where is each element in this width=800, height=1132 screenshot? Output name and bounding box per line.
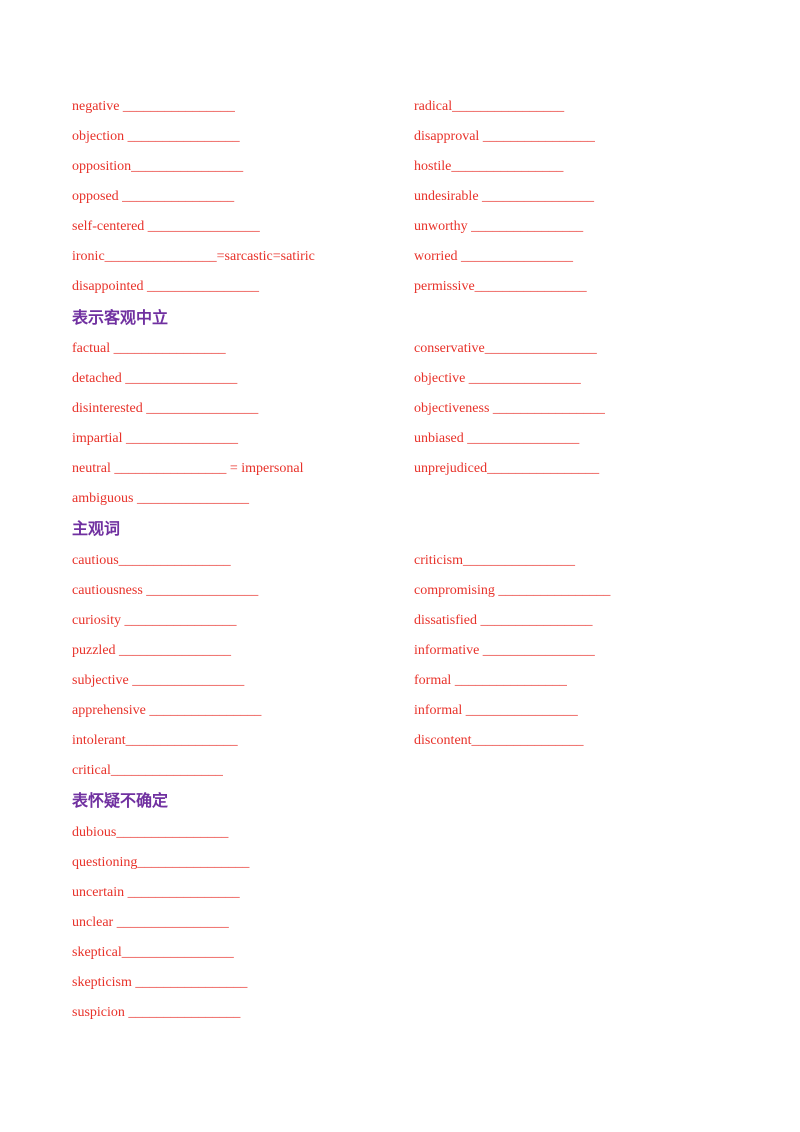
vocab-item: objective ________________ [414,371,581,386]
vocab-item: informal ________________ [414,703,578,718]
vocab-item: objection ________________ [72,129,240,144]
vocab-item: compromising ________________ [414,583,611,598]
vocab-item: skeptical________________ [72,945,234,960]
vocab-item: skepticism ________________ [72,975,248,990]
vocab-item: subjective ________________ [72,673,245,688]
vocab-item: objectiveness ________________ [414,401,605,416]
vocab-item: opposed ________________ [72,189,235,204]
vocab-item: opposition________________ [72,159,244,174]
vocab-item: formal ________________ [414,673,567,688]
vocab-item: unclear ________________ [72,915,229,930]
vocab-item: dissatisfied ________________ [414,613,593,628]
vocab-item: neutral ________________ = impersonal [72,461,304,476]
vocab-item: self-centered ________________ [72,219,260,234]
vocab-item: unprejudiced________________ [414,461,600,476]
section-heading-subjective: 主观词 [72,519,121,538]
vocab-item: informative ________________ [414,643,595,658]
vocab-item: cautious________________ [72,553,231,568]
vocab-item: permissive________________ [414,279,587,294]
vocab-item: impartial ________________ [72,431,239,446]
vocab-item: unbiased ________________ [414,431,580,446]
vocab-item: uncertain ________________ [72,885,240,900]
vocab-item: ironic________________=sarcastic=satiric [72,249,315,264]
vocab-item: criticism________________ [414,553,575,568]
vocab-item: suspicion ________________ [72,1005,241,1020]
vocab-item: detached ________________ [72,371,238,386]
vocab-item: questioning________________ [72,855,250,870]
vocab-item: discontent________________ [414,733,584,748]
vocab-item: hostile________________ [414,159,564,174]
vocab-item: disapproval ________________ [414,129,595,144]
vocab-item: disinterested ________________ [72,401,259,416]
vocab-item: cautiousness ________________ [72,583,259,598]
vocab-item: worried ________________ [414,249,574,264]
vocab-item: undesirable ________________ [414,189,595,204]
vocab-item: disappointed ________________ [72,279,260,294]
vocab-item: conservative________________ [414,341,597,356]
vocab-item: radical________________ [414,99,565,114]
vocab-item: puzzled ________________ [72,643,232,658]
vocab-item: apprehensive ________________ [72,703,262,718]
vocab-item: intolerant________________ [72,733,238,748]
vocab-item: critical________________ [72,763,223,778]
vocab-item: factual ________________ [72,341,226,356]
vocab-item: dubious________________ [72,825,229,840]
vocab-item: unworthy ________________ [414,219,584,234]
section-heading-objective: 表示客观中立 [72,308,169,327]
vocab-item: negative ________________ [72,99,235,114]
section-heading-doubt: 表怀疑不确定 [72,791,169,810]
vocab-item: ambiguous ________________ [72,491,249,506]
vocab-item: curiosity ________________ [72,613,237,628]
